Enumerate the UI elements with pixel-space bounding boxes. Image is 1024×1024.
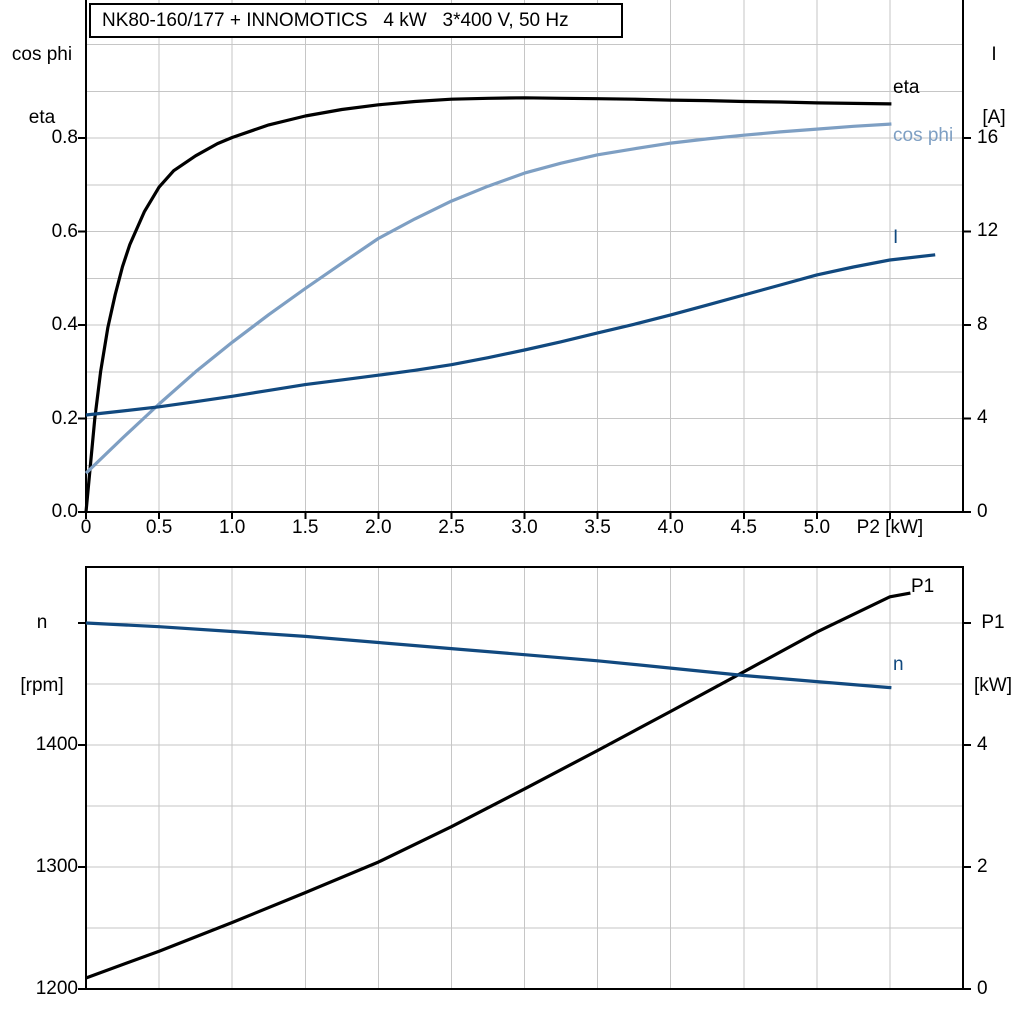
chart-title: NK80-160/177 + INNOMOTICS 4 kW 3*400 V, …: [102, 9, 569, 31]
axis-label-speed-unit: [rpm]: [20, 675, 64, 696]
y-right-tick-label: 8: [977, 313, 988, 335]
y-right-tick-label: 2: [977, 855, 988, 877]
curve-label-current: I: [893, 227, 899, 248]
y-right-tick-label: 0: [977, 978, 988, 999]
curve-current: [85, 253, 936, 417]
curve-label-p1: P1: [911, 576, 935, 597]
curve-cos_phi: [84, 122, 892, 475]
y-left-tick-label: 1300: [35, 855, 78, 877]
x-tick-label: 4.5: [730, 517, 757, 538]
x-tick-label: 4.0: [657, 517, 684, 538]
y-left-tick-label: 0.8: [51, 127, 78, 148]
curve-label-eta: eta: [893, 77, 920, 98]
axis-label-input-power: P1 [kW]: [962, 570, 1024, 738]
y-left-tick-label: 0.2: [51, 407, 78, 429]
chart-title-box: NK80-160/177 + INNOMOTICS 4 kW 3*400 V, …: [89, 3, 623, 38]
x-tick-label: 2.0: [365, 517, 392, 538]
y-right-tick-label: 16: [977, 126, 999, 148]
axis-label-current-symbol: I: [991, 44, 997, 65]
x-tick-label: 2.5: [438, 517, 465, 538]
x-tick-label: 1.0: [218, 517, 246, 538]
y-right-tick-label: 4: [977, 407, 988, 429]
y-left-tick-label: 1200: [35, 978, 78, 999]
y-right-tick-label: 12: [977, 220, 999, 242]
y-left-tick-label: 1400: [35, 733, 78, 755]
axis-label-eta: eta: [28, 107, 56, 128]
x-tick-label: 0: [80, 517, 92, 538]
axis-label-input-power-symbol: P1: [981, 612, 1005, 633]
y-left-tick-label: 0.4: [51, 314, 78, 335]
y-right-tick-label: 0: [977, 501, 988, 522]
x-tick-label: 5.0: [803, 517, 831, 538]
y-left-tick-label: 0.0: [51, 501, 78, 522]
curve-label-cos_phi: cos phi: [893, 125, 954, 146]
x-tick-label: 3.0: [511, 517, 538, 538]
curve-label-n: n: [893, 654, 904, 675]
curve-p1: [85, 591, 911, 980]
axis-label-input-power-unit: [kW]: [974, 675, 1012, 696]
y-left-tick-label: 0.6: [51, 220, 78, 242]
curve-eta: [84, 96, 892, 513]
axis-label-cosphi-eta: cos phi eta: [2, 2, 82, 170]
x-tick-label: 3.5: [584, 517, 611, 538]
curve-n: [85, 621, 892, 690]
axis-label-speed: n [rpm]: [2, 570, 82, 738]
x-tick-label: P2 [kW]: [856, 517, 924, 538]
axis-label-current-unit: [A]: [982, 107, 1006, 128]
axis-label-speed-symbol: n: [36, 612, 48, 633]
axis-label-current: I [A]: [968, 2, 1020, 170]
x-tick-label: 1.5: [292, 517, 319, 538]
y-right-tick-label: 4: [977, 733, 988, 755]
axis-label-cosphi: cos phi: [11, 44, 73, 65]
x-tick-label: 0.5: [145, 517, 173, 538]
